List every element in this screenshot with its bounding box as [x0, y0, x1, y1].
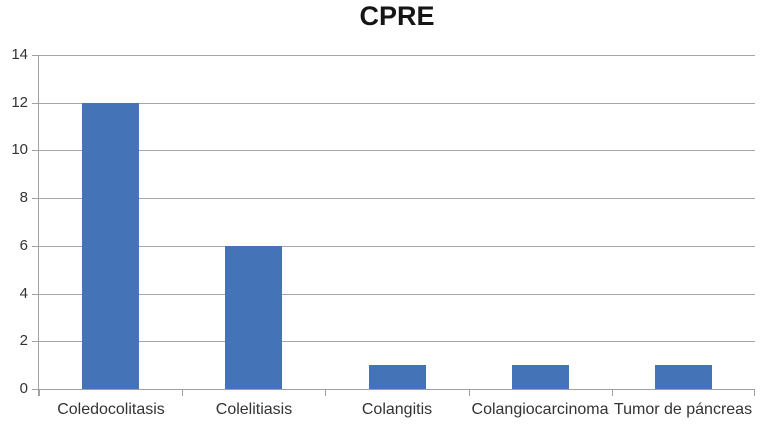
- y-axis-tick: [32, 389, 39, 390]
- y-axis-label: 0: [19, 380, 28, 397]
- y-axis-label: 10: [11, 141, 28, 158]
- y-axis-line: [38, 55, 39, 396]
- chart-title: CPRE: [359, 1, 435, 31]
- y-axis-tick: [32, 341, 39, 342]
- x-axis-tick: [469, 389, 470, 396]
- x-axis-tick: [182, 389, 183, 396]
- x-axis-label: Coledocolitasis: [57, 401, 165, 418]
- y-axis-label: 12: [11, 94, 28, 111]
- gridline: [39, 341, 755, 342]
- bar: [655, 365, 712, 389]
- y-axis-label: 4: [19, 285, 28, 302]
- x-axis-label: Colangiocarcinoma: [471, 401, 609, 418]
- bar: [82, 103, 139, 389]
- y-axis-label: 8: [19, 189, 28, 206]
- y-axis-tick: [32, 198, 39, 199]
- y-axis-label: 6: [19, 237, 28, 254]
- x-axis-label: Colelitiasis: [215, 401, 293, 418]
- x-axis-line: [39, 389, 755, 390]
- y-axis-tick: [32, 150, 39, 151]
- y-axis-tick: [32, 103, 39, 104]
- x-axis-tick: [325, 389, 326, 396]
- y-axis-tick: [32, 294, 39, 295]
- gridline: [39, 55, 755, 56]
- gridline: [39, 103, 755, 104]
- bar: [225, 246, 282, 389]
- x-axis-tick: [754, 389, 755, 396]
- bar: [369, 365, 426, 389]
- bar: [512, 365, 569, 389]
- gridline: [39, 198, 755, 199]
- y-axis-tick: [32, 55, 39, 56]
- y-axis-label: 14: [11, 46, 28, 63]
- gridline: [39, 246, 755, 247]
- gridline: [39, 150, 755, 151]
- x-axis-label: Tumor de páncreas: [613, 401, 753, 418]
- y-axis-tick: [32, 246, 39, 247]
- x-axis-tick: [612, 389, 613, 396]
- y-axis-label: 2: [19, 332, 28, 349]
- gridline: [39, 294, 755, 295]
- x-axis-label: Colangitis: [361, 401, 433, 418]
- x-axis-tick: [39, 389, 40, 396]
